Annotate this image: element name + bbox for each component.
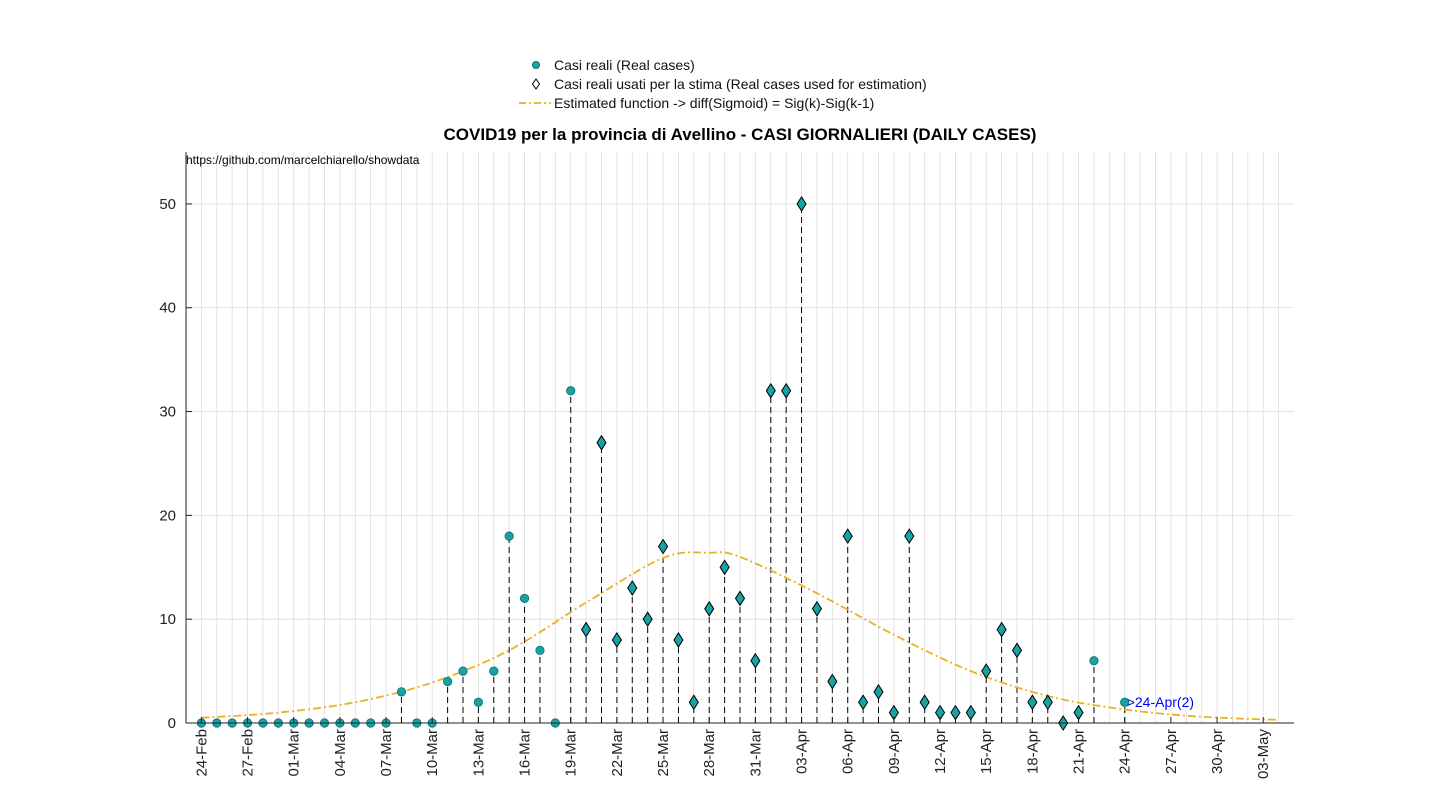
legend-circle-icon [532,61,541,70]
estimation-case-point [950,704,961,721]
x-tick-label: 03-May [1255,729,1272,780]
x-tick-label: 09-Apr [886,729,903,774]
estimation-case-point [904,528,915,545]
estimation-case-point [981,663,992,680]
estimation-case-point [719,559,730,576]
estimation-case-point [965,704,976,721]
x-tick-label: 30-Apr [1209,729,1226,774]
chart-text: COVID19 per la provincia di Avellino - C… [159,125,1272,779]
x-tick-label: 15-Apr [978,729,995,774]
real-case-point [519,593,530,604]
x-tick-label: 31-Mar [747,729,764,777]
x-tick-label: 21-Apr [1071,729,1088,774]
estimation-case-point [1027,694,1038,711]
estimation-case-point [827,673,838,690]
x-tick-label: 16-Mar [517,729,534,777]
estimation-case-point [627,580,638,596]
x-tick-label: 12-Apr [932,729,949,774]
real-case-point [396,687,407,697]
x-tick-label: 01-Mar [286,729,303,777]
x-tick-label: 06-Apr [840,729,857,774]
estimation-case-point [734,590,746,607]
real-case-point [489,666,499,676]
estimation-case-point [842,528,853,545]
estimation-case-point [657,538,669,555]
estimation-case-point [781,382,792,399]
real-case-point [443,676,453,687]
estimation-case-point [688,694,699,711]
estimation-case-point [596,434,607,451]
x-tick-label: 27-Apr [1163,729,1180,774]
estimation-case-point [873,683,884,700]
x-tick-label: 24-Apr [1117,729,1134,774]
axes [185,152,1294,724]
estimation-case-point [1011,642,1023,659]
legend-label: Estimated function -> diff(Sigmoid) = Si… [554,95,874,111]
x-tick-label: 18-Apr [1024,729,1041,774]
estimation-case-point [919,694,930,711]
estimation-case-point [796,195,807,212]
estimated-curve-line [201,551,1279,721]
x-tick-label: 19-Mar [563,729,580,777]
x-tick-label: 10-Mar [424,729,441,777]
x-tick-label: 04-Mar [332,729,349,777]
real-case-point [1120,697,1130,707]
estimation-case-point [1042,694,1053,711]
estimation-case-point [581,621,592,638]
source-url: https://github.com/marcelchiarello/showd… [186,153,420,167]
estimation-case-point [673,632,684,648]
estimation-case-point [811,600,823,617]
real-case-point [473,697,483,707]
estimation-case-point [765,382,776,399]
y-tick-label: 40 [159,300,176,317]
estimation-case-point [750,652,761,669]
y-tick-label: 20 [159,507,176,524]
chart-title: COVID19 per la provincia di Avellino - C… [444,125,1037,144]
real-case-point [1089,656,1099,666]
legend-diamond-icon [531,78,541,90]
estimation-case-point [642,611,653,628]
x-tick-label: 07-Mar [378,729,395,777]
estimated-curve-layer [201,551,1279,721]
y-tick-label: 10 [159,611,176,628]
real-case-point [458,666,468,676]
estimation-case-point [704,600,715,617]
estimation-case-point [996,621,1007,638]
x-tick-label: 28-Mar [701,729,718,777]
x-tick-label: 25-Mar [655,729,672,777]
legend-label: Casi reali (Real cases) [554,57,695,73]
x-tick-label: 22-Mar [609,729,626,777]
x-tick-label: 24-Feb [193,729,210,777]
y-tick-label: 50 [159,196,176,213]
estimation-case-point [858,694,869,711]
y-tick-label: 30 [159,404,176,421]
legend-label: Casi reali usati per la stima (Real case… [554,76,927,92]
real-case-point [566,386,576,396]
y-tick-label: 0 [168,715,176,732]
estimation-case-point [611,632,622,648]
x-tick-label: 13-Mar [470,729,487,777]
legend: Casi reali (Real cases) Casi reali usati … [519,57,927,111]
real-case-point [535,645,545,655]
real-case-point [504,531,514,541]
last-value-annotation: >24-Apr(2) [1127,694,1194,710]
x-tick-label: 03-Apr [794,729,811,774]
x-tick-label: 27-Feb [240,729,257,777]
